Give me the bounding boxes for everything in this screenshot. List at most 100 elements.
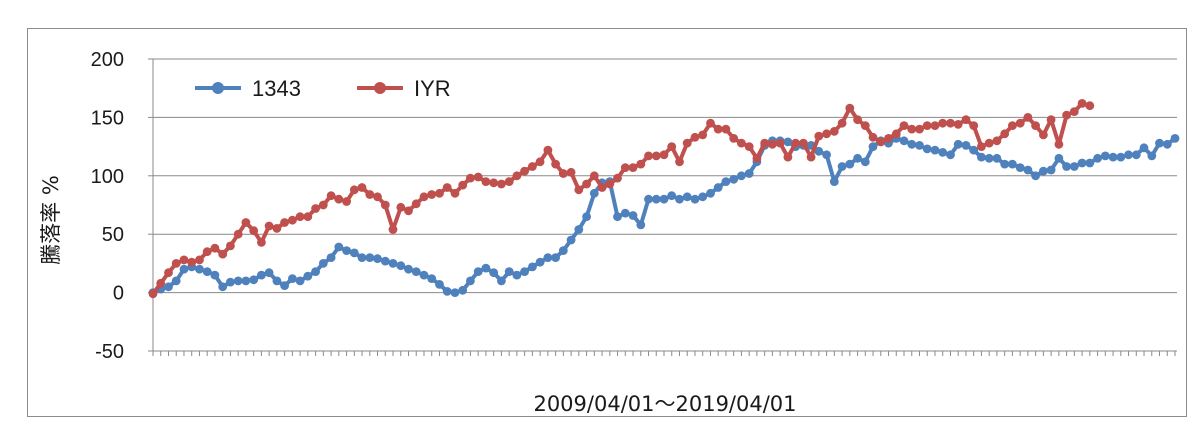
data-point	[280, 218, 289, 227]
data-point	[706, 188, 715, 198]
data-point	[721, 177, 731, 187]
data-point	[775, 138, 785, 148]
data-point	[404, 264, 413, 274]
data-point	[1077, 158, 1087, 168]
data-point	[961, 141, 971, 150]
legend-item: IYR	[357, 76, 451, 101]
data-point	[729, 134, 739, 143]
data-point	[868, 142, 878, 152]
data-point	[860, 157, 870, 167]
data-point	[651, 194, 661, 204]
data-point	[489, 268, 499, 278]
data-point	[589, 188, 599, 198]
data-point	[915, 124, 924, 134]
data-point	[814, 146, 824, 156]
data-point	[466, 173, 475, 183]
data-point	[334, 194, 344, 204]
data-point	[458, 285, 468, 295]
data-point	[822, 129, 831, 139]
data-point	[466, 276, 475, 286]
y-tick-label: 100	[91, 166, 124, 188]
data-point	[644, 194, 653, 204]
data-point	[814, 131, 824, 141]
data-point	[744, 142, 754, 152]
data-point	[566, 235, 576, 245]
data-point	[853, 115, 862, 125]
data-point	[1062, 110, 1071, 120]
data-point	[791, 138, 800, 148]
data-point	[1124, 150, 1133, 160]
data-point	[450, 288, 460, 297]
data-point	[264, 268, 274, 278]
data-point	[1093, 153, 1102, 163]
data-point	[164, 268, 173, 278]
data-point	[528, 162, 537, 171]
data-point	[357, 253, 367, 262]
data-point	[667, 191, 677, 201]
data-point	[520, 166, 529, 176]
data-point	[675, 157, 684, 167]
data-point	[868, 132, 878, 142]
data-point	[938, 118, 948, 128]
data-point	[690, 194, 700, 204]
data-point	[311, 204, 320, 213]
data-point	[636, 220, 646, 230]
data-point	[1046, 115, 1056, 125]
data-point	[551, 159, 560, 169]
data-point	[984, 153, 994, 163]
data-point	[845, 103, 855, 113]
data-point	[1100, 151, 1110, 161]
data-point	[241, 218, 251, 227]
data-point	[961, 115, 971, 125]
data-point	[899, 136, 909, 146]
data-point	[210, 270, 220, 280]
data-point	[442, 183, 452, 192]
y-tick-label: 200	[91, 49, 124, 71]
data-point	[783, 137, 793, 147]
data-point	[226, 241, 235, 251]
data-point	[783, 152, 793, 162]
data-point	[388, 259, 398, 268]
data-point	[706, 118, 715, 128]
data-point	[806, 152, 816, 162]
data-point	[915, 141, 924, 150]
data-point	[992, 153, 1002, 163]
data-point	[148, 289, 158, 299]
data-point	[257, 270, 266, 280]
data-point	[435, 188, 444, 198]
data-point	[969, 121, 979, 130]
data-point	[651, 151, 661, 161]
data-point	[442, 287, 452, 296]
legend-swatch-marker	[212, 82, 224, 94]
data-point	[1046, 165, 1056, 175]
data-point	[1054, 153, 1064, 163]
data-point	[551, 253, 560, 262]
data-point	[520, 267, 529, 276]
data-point	[411, 267, 421, 276]
data-point	[419, 270, 429, 280]
data-point	[303, 271, 313, 281]
data-point	[667, 142, 677, 152]
data-point	[1077, 99, 1087, 108]
data-point	[698, 192, 708, 202]
axes: -50 0 50 100 150 200	[91, 49, 1176, 363]
y-tick-label: 0	[113, 283, 124, 305]
data-point	[922, 144, 932, 154]
data-point	[1000, 159, 1010, 169]
data-point	[675, 194, 684, 204]
data-point	[597, 183, 607, 192]
data-point	[427, 274, 437, 283]
data-point	[349, 185, 359, 195]
data-point	[930, 145, 940, 155]
data-point	[1116, 152, 1126, 162]
data-point	[729, 174, 739, 184]
data-point	[435, 280, 444, 289]
data-point	[930, 121, 940, 130]
data-point	[605, 179, 615, 189]
data-point	[280, 281, 289, 290]
data-point	[427, 190, 437, 199]
data-point	[922, 121, 932, 130]
data-point	[977, 152, 986, 162]
data-point	[380, 256, 390, 266]
data-point	[566, 167, 576, 177]
